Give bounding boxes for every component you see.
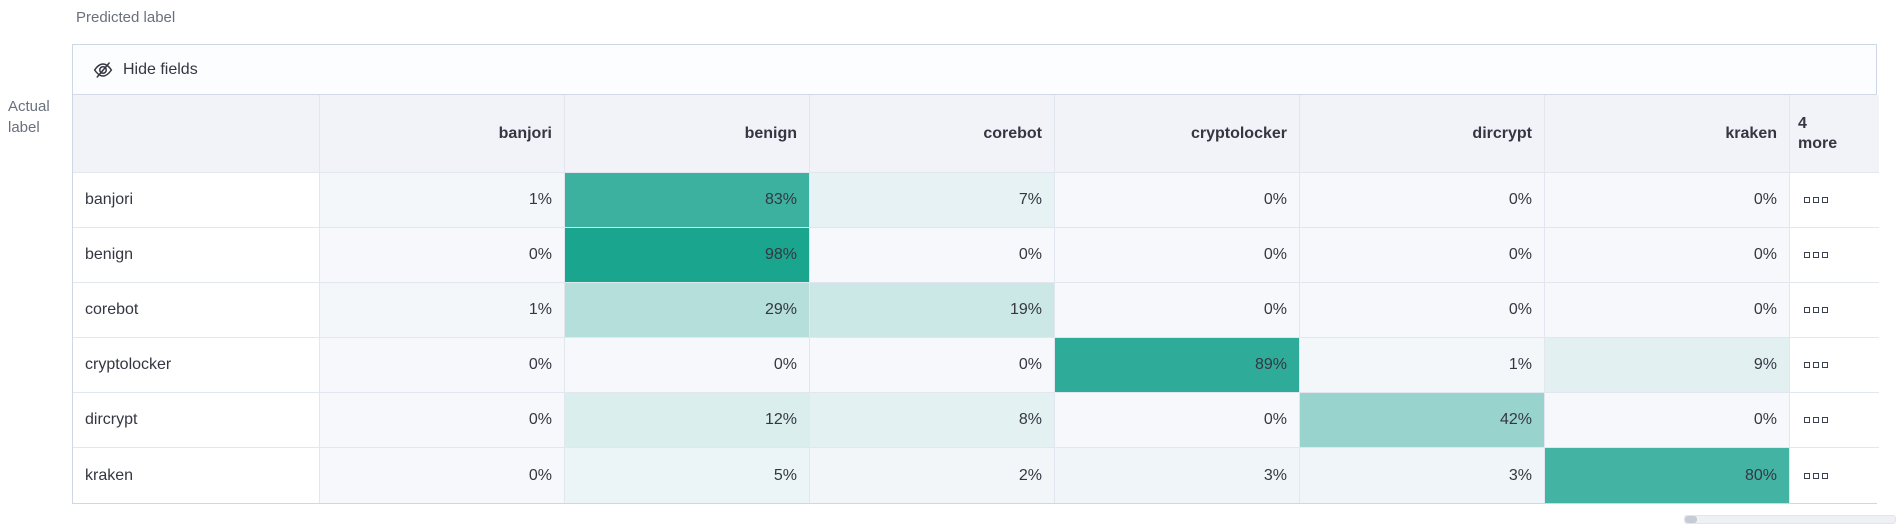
more-columns-header[interactable]: 4 more [1790,95,1879,173]
column-header-banjori[interactable]: banjori [320,95,565,173]
matrix-cell-banjori-dircrypt[interactable]: 0% [1300,173,1545,228]
matrix-cell-cryptolocker-dircrypt[interactable]: 1% [1300,338,1545,393]
eye-closed-icon [93,60,113,80]
boxes-horizontal-icon [1804,307,1828,313]
matrix-cell-dircrypt-kraken[interactable]: 0% [1545,393,1790,448]
row-label-kraken[interactable]: kraken [73,448,320,503]
matrix-cell-banjori-banjori[interactable]: 1% [320,173,565,228]
matrix-cell-dircrypt-cryptolocker[interactable]: 0% [1055,393,1300,448]
column-header-corebot[interactable]: corebot [810,95,1055,173]
more-cell-banjori[interactable] [1790,173,1879,228]
boxes-horizontal-icon [1804,252,1828,258]
matrix-cell-corebot-kraken[interactable]: 0% [1545,283,1790,338]
grid-controls-row: Hide fields [73,45,1876,95]
matrix-cell-corebot-cryptolocker[interactable]: 0% [1055,283,1300,338]
matrix-cell-benign-cryptolocker[interactable]: 0% [1055,228,1300,283]
matrix-cell-cryptolocker-cryptolocker[interactable]: 89% [1055,338,1300,393]
matrix-cell-banjori-benign[interactable]: 83% [565,173,810,228]
hide-fields-label: Hide fields [123,60,198,78]
column-header-kraken[interactable]: kraken [1545,95,1790,173]
boxes-horizontal-icon [1804,472,1828,479]
more-columns-header-label: 4 more [1798,114,1838,152]
matrix-cell-dircrypt-benign[interactable]: 12% [565,393,810,448]
matrix-cell-kraken-kraken[interactable]: 80% [1545,448,1790,503]
matrix-cell-benign-corebot[interactable]: 0% [810,228,1055,283]
matrix-cell-benign-benign[interactable]: 98% [565,228,810,283]
horizontal-scrollbar[interactable] [1684,515,1896,524]
confusion-matrix-panel: Hide fields banjori benign corebot cryptolo… [72,44,1879,504]
boxes-horizontal-icon [1804,417,1828,423]
matrix-cell-dircrypt-banjori[interactable]: 0% [320,393,565,448]
boxes-horizontal-icon [1804,362,1828,368]
more-cell-corebot[interactable] [1790,283,1879,338]
column-header-dircrypt[interactable]: dircrypt [1300,95,1545,173]
matrix-cell-dircrypt-dircrypt[interactable]: 42% [1300,393,1545,448]
more-cell-cryptolocker[interactable] [1790,338,1879,393]
boxes-horizontal-icon [1804,197,1828,203]
matrix-cell-kraken-dircrypt[interactable]: 3% [1300,448,1545,503]
row-label-banjori[interactable]: banjori [73,173,320,228]
matrix-cell-banjori-cryptolocker[interactable]: 0% [1055,173,1300,228]
matrix-cell-dircrypt-corebot[interactable]: 8% [810,393,1055,448]
matrix-cell-banjori-corebot[interactable]: 7% [810,173,1055,228]
matrix-cell-benign-banjori[interactable]: 0% [320,228,565,283]
row-label-dircrypt[interactable]: dircrypt [73,393,320,448]
row-label-benign[interactable]: benign [73,228,320,283]
hide-fields-button[interactable]: Hide fields [93,60,198,80]
matrix-cell-kraken-cryptolocker[interactable]: 3% [1055,448,1300,503]
matrix-cell-corebot-dircrypt[interactable]: 0% [1300,283,1545,338]
scrollbar-thumb[interactable] [1685,516,1697,523]
more-cell-dircrypt[interactable] [1790,393,1879,448]
row-label-corebot[interactable]: corebot [73,283,320,338]
matrix-cell-kraken-corebot[interactable]: 2% [810,448,1055,503]
predicted-axis-label: Predicted label [76,9,176,26]
corner-header-cell[interactable] [73,95,320,173]
more-cell-benign[interactable] [1790,228,1879,283]
matrix-cell-corebot-corebot[interactable]: 19% [810,283,1055,338]
column-header-benign[interactable]: benign [565,95,810,173]
matrix-cell-cryptolocker-benign[interactable]: 0% [565,338,810,393]
matrix-cell-kraken-benign[interactable]: 5% [565,448,810,503]
matrix-cell-corebot-benign[interactable]: 29% [565,283,810,338]
column-header-cryptolocker[interactable]: cryptolocker [1055,95,1300,173]
confusion-matrix-grid: banjori benign corebot cryptolocker dircrypt… [73,95,1879,503]
row-label-cryptolocker[interactable]: cryptolocker [73,338,320,393]
more-cell-kraken[interactable] [1790,448,1879,503]
matrix-cell-benign-kraken[interactable]: 0% [1545,228,1790,283]
matrix-cell-kraken-banjori[interactable]: 0% [320,448,565,503]
matrix-cell-cryptolocker-corebot[interactable]: 0% [810,338,1055,393]
matrix-cell-cryptolocker-banjori[interactable]: 0% [320,338,565,393]
matrix-cell-benign-dircrypt[interactable]: 0% [1300,228,1545,283]
matrix-cell-corebot-banjori[interactable]: 1% [320,283,565,338]
matrix-cell-cryptolocker-kraken[interactable]: 9% [1545,338,1790,393]
matrix-cell-banjori-kraken[interactable]: 0% [1545,173,1790,228]
actual-axis-label: Actual label [8,98,50,136]
